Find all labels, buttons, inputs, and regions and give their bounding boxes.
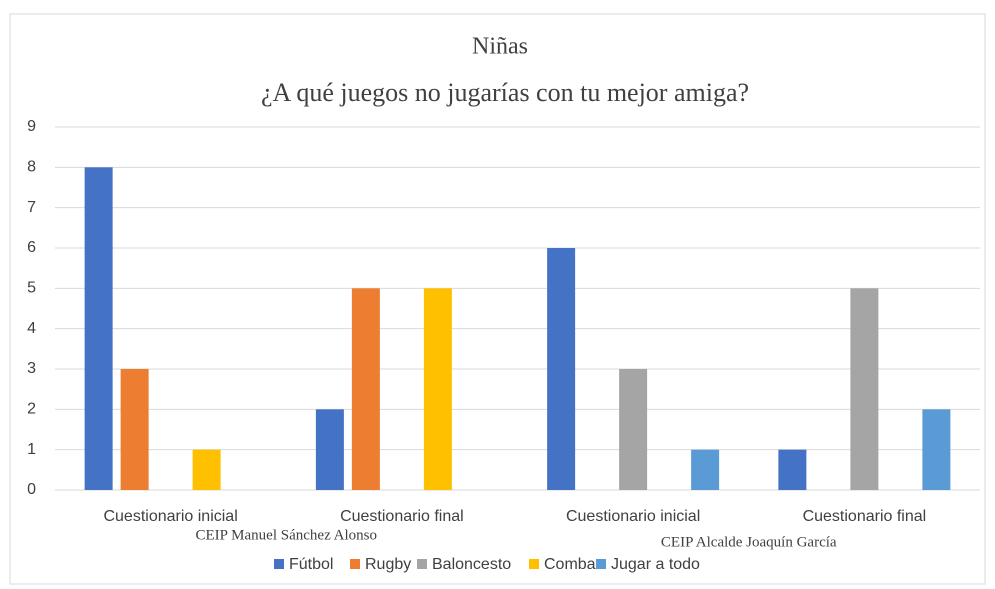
chart-subtitle: ¿A qué juegos no jugarías con tu mejor a… — [261, 78, 749, 107]
bar — [120, 369, 149, 490]
bar — [423, 288, 452, 490]
chart-title: Niñas — [472, 34, 528, 60]
legend-swatch — [350, 559, 360, 569]
bar — [84, 167, 113, 491]
y-tick-label: 0 — [27, 481, 36, 498]
y-tick-label: 5 — [27, 280, 36, 297]
y-tick-label: 9 — [27, 118, 36, 135]
legend-swatch — [529, 559, 539, 569]
legend-swatch — [274, 559, 284, 569]
x-tick-label: Cuestionario final — [803, 508, 927, 525]
legend-label: Fútbol — [289, 556, 333, 573]
group-label: CEIP Manuel Sánchez Alonso — [195, 527, 377, 543]
legend-label: Baloncesto — [432, 556, 511, 573]
bar — [547, 248, 576, 490]
y-tick-label: 1 — [27, 441, 36, 458]
legend-swatch — [596, 559, 606, 569]
legend-label: Rugby — [365, 556, 411, 573]
bar — [922, 409, 951, 490]
y-tick-label: 7 — [27, 199, 36, 216]
bar — [351, 288, 380, 490]
legend-label: Comba — [544, 556, 596, 573]
y-tick-label: 8 — [27, 159, 36, 176]
bar — [778, 449, 807, 490]
legend-swatch — [417, 559, 427, 569]
y-tick-label: 2 — [27, 401, 36, 418]
y-tick-label: 4 — [27, 320, 36, 337]
group-label: CEIP Alcalde Joaquín García — [661, 534, 837, 550]
bar — [691, 449, 720, 490]
chart-frame — [9, 13, 986, 585]
bar — [850, 288, 879, 490]
y-tick-label: 6 — [27, 239, 36, 256]
legend-label: Jugar a todo — [611, 556, 700, 573]
y-tick-label: 3 — [27, 360, 36, 377]
bar — [619, 369, 648, 490]
x-tick-label: Cuestionario inicial — [103, 508, 237, 525]
x-tick-label: Cuestionario final — [340, 508, 464, 525]
bar — [192, 449, 221, 490]
x-tick-label: Cuestionario inicial — [566, 508, 700, 525]
bar — [315, 409, 344, 490]
